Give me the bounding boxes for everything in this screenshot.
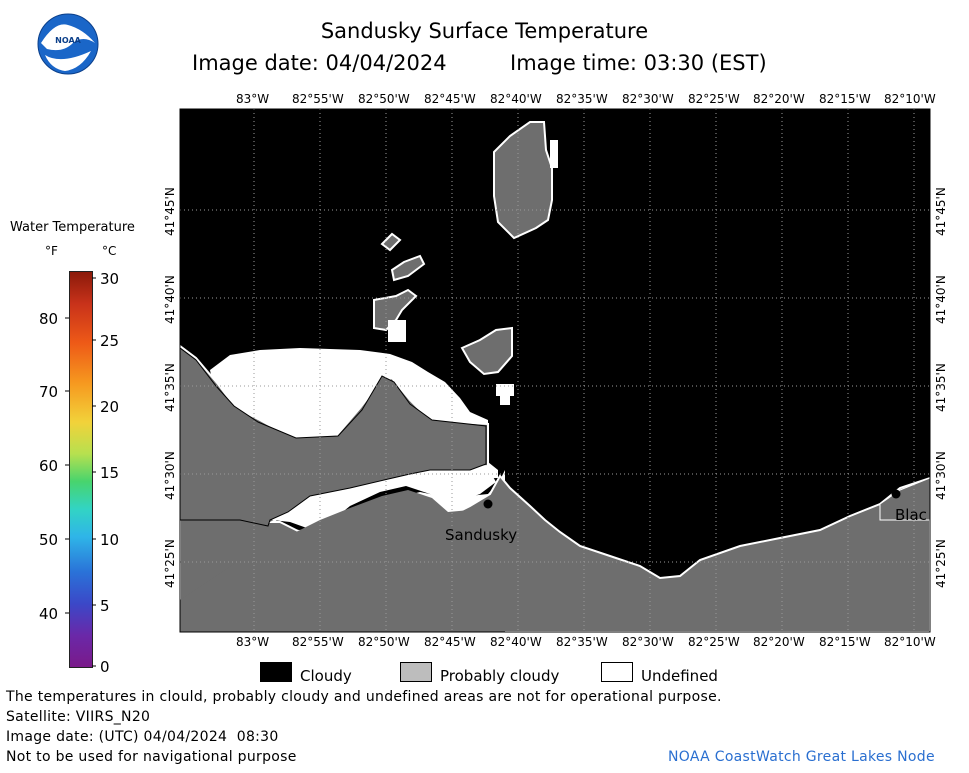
island-small-2 [390,254,426,282]
lon-label-top: 82°45'W [424,92,476,106]
undefined-patch [500,395,510,405]
colorbar-c-tick: 30 [100,270,120,288]
place-label-sandusky: Sandusky [445,526,518,544]
island-east [460,326,513,376]
lon-label-bottom: 82°30'W [622,635,674,649]
lat-label-left: 41°25'N [163,539,177,588]
noaa-logo: NOAA [37,13,99,75]
lon-label-bottom: 82°25'W [688,635,740,649]
colorbar-title: Water Temperature [10,220,135,235]
lon-label-bottom: 82°45'W [424,635,476,649]
disclaimer-text: The temperatures in clould, probably clo… [6,689,722,705]
place-label-blac: Blac [895,506,927,524]
lon-label-bottom: 82°20'W [753,635,805,649]
lon-label-top: 82°35'W [556,92,608,106]
colorbar-c-tick: 20 [100,398,120,416]
lat-label-right: 41°40'N [934,275,948,324]
lon-label-top: 82°10'W [884,92,936,106]
legend-label-undefined: Undefined [641,667,718,685]
lon-label-top: 82°40'W [490,92,542,106]
blac-marker [891,489,901,499]
undefined-bay-inner [180,486,505,632]
colorbar-c-tick: 15 [100,464,120,482]
legend-swatch-undefined [601,662,633,682]
colorbar-c-tick: 5 [100,597,110,615]
colorbar-unit-c: °C [102,244,117,258]
lat-label-left: 41°35'N [163,363,177,412]
lat-label-right: 41°25'N [934,539,948,588]
undefined-bay-rim [272,466,496,532]
lon-label-top: 82°20'W [753,92,805,106]
colorbar-c-tick: 25 [100,332,120,350]
graticule [180,109,930,632]
lat-label-left: 41°30'N [163,451,177,500]
lon-label-bottom: 82°10'W [884,635,936,649]
undefined-patch [550,140,558,168]
lat-label-right: 41°35'N [934,363,948,412]
island-mid [373,288,418,332]
lon-label-top: 82°50'W [358,92,410,106]
lon-label-top: 83°W [236,92,270,106]
colorbar-unit-f: °F [45,244,58,258]
legend-label-probably-cloudy: Probably cloudy [440,667,560,685]
colorbar [69,271,93,668]
colorbar-f-tick: 70 [39,383,59,401]
credit-link[interactable]: NOAA CoastWatch Great Lakes Node [668,749,935,765]
legend-swatch-probably-cloudy [400,662,432,682]
lon-label-bottom: 83°W [236,635,270,649]
colorbar-f-tick: 80 [39,310,59,328]
lat-label-left: 41°45'N [163,187,177,236]
map-frame [179,108,931,633]
utc-date-text: Image date: (UTC) 04/04/2024 08:30 [6,729,279,745]
noaa-logo-icon: NOAA [37,13,99,75]
lon-label-top: 82°55'W [292,92,344,106]
sandusky-marker [483,499,493,509]
nav-warning-text: Not to be used for navigational purpose [6,749,297,765]
noaa-logo-text: NOAA [55,36,81,45]
legend-label-cloudy: Cloudy [300,667,352,685]
colorbar-f-tick: 40 [39,605,59,623]
undefined-patch [388,320,406,342]
lat-label-right: 41°30'N [934,451,948,500]
satellite-text: Satellite: VIIRS_N20 [6,709,151,725]
undefined-patch [496,384,514,396]
island-north [493,121,553,240]
image-date: Image date: 04/04/2024 [192,51,447,75]
lat-label-right: 41°45'N [934,187,948,236]
lon-label-top: 82°25'W [688,92,740,106]
lon-label-top: 82°15'W [819,92,871,106]
lon-label-bottom: 82°55'W [292,635,344,649]
colorbar-f-tick: 60 [39,457,59,475]
lon-label-bottom: 82°40'W [490,635,542,649]
map-title: Sandusky Surface Temperature [320,19,649,43]
colorbar-c-tick: 0 [100,658,110,676]
lon-label-bottom: 82°15'W [819,635,871,649]
image-time: Image time: 03:30 (EST) [510,51,767,75]
colorbar-f-tick: 50 [39,531,59,549]
lon-label-bottom: 82°50'W [358,635,410,649]
lat-label-left: 41°40'N [163,275,177,324]
lon-label-top: 82°30'W [622,92,674,106]
colorbar-c-tick: 10 [100,531,120,549]
legend-swatch-cloudy [260,662,292,682]
lon-label-bottom: 82°35'W [556,635,608,649]
